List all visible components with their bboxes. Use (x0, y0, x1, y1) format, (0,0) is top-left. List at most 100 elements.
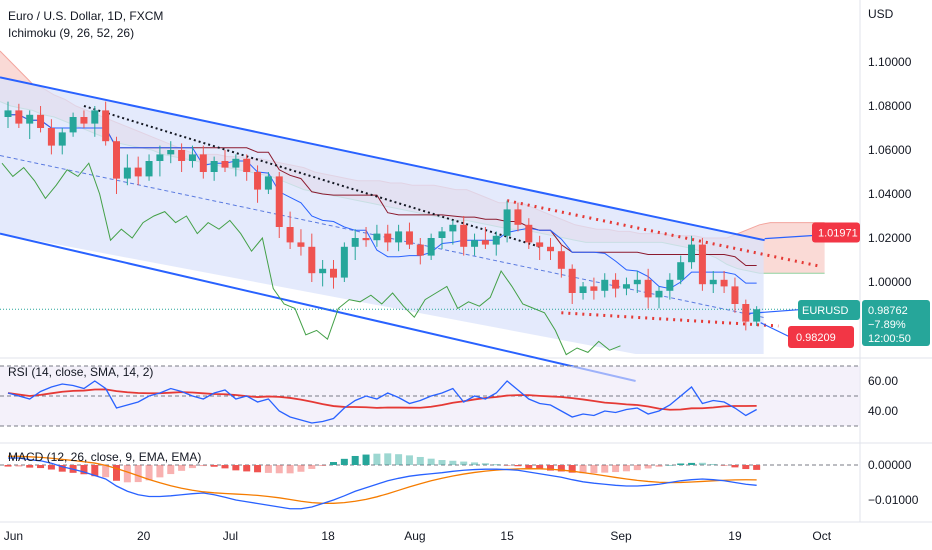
candle-body (243, 158, 251, 172)
candle-body (351, 238, 359, 247)
macd-histogram-bar (514, 465, 522, 467)
rsi-tick-label: 60.00 (868, 374, 898, 388)
time-tick-label: 18 (321, 529, 335, 543)
last-price-text: 0.98762 (868, 305, 908, 317)
macd-histogram-bar (340, 458, 348, 465)
candle-body (536, 242, 544, 247)
candle-body (80, 117, 88, 124)
candle-body (416, 244, 424, 256)
candle-body (514, 209, 522, 225)
candle-body (102, 110, 110, 142)
candle-body (644, 279, 652, 298)
macd-histogram-bar (405, 455, 413, 465)
candle-body (481, 240, 489, 245)
candle-body (58, 132, 66, 146)
symbol-tag-text: EURUSD (802, 305, 849, 317)
macd-histogram-bar (449, 460, 457, 465)
candle-body (427, 238, 435, 256)
candle-body (547, 246, 554, 252)
regression-channel[interactable] (0, 76, 765, 382)
time-tick-label: Jul (223, 529, 238, 543)
red-dotted-support[interactable] (561, 311, 779, 328)
chart-title[interactable]: Euro / U.S. Dollar, 1D, FXCM (8, 9, 163, 23)
macd-histogram-bar (612, 465, 620, 473)
change-percent-text: −7.89% (868, 319, 906, 331)
price-tags: 1.01971 EURUSD 0.98762 −7.89% 12:00:50 0.9820… (788, 222, 930, 348)
macd-histogram-bar (590, 465, 598, 474)
candle-body (308, 246, 316, 274)
price-tick-label: 1.02000 (868, 231, 912, 245)
candle-body (254, 172, 262, 190)
macd-histogram-bar (525, 465, 533, 468)
macd-histogram-bar (167, 465, 175, 475)
rsi-legend[interactable]: RSI (14, close, SMA, 14, 2) (8, 365, 153, 379)
bar-countdown-text: 12:00:50 (868, 333, 911, 345)
macd-histogram-bar (210, 465, 218, 467)
macd-histogram-bar (330, 462, 337, 465)
candle-body (525, 224, 533, 243)
candle-body (557, 251, 565, 269)
macd-histogram-bar (427, 458, 435, 465)
macd-histogram-bar (579, 465, 587, 474)
candle-body (633, 279, 641, 285)
red-dotted-resistance[interactable] (506, 199, 823, 269)
lower-price-tag (788, 326, 854, 348)
candle-body (742, 304, 750, 322)
macd-histogram-bar (58, 465, 66, 472)
time-tick-label: Jun (4, 529, 23, 543)
channel-lower-line[interactable] (0, 232, 636, 382)
macd-histogram-bar (438, 460, 446, 465)
time-axis[interactable]: Jun 20 Jul 18 Aug 15 Sep 19 Oct (4, 529, 832, 543)
candle-body (492, 235, 500, 245)
candle-body (69, 117, 77, 133)
currency-label: USD (868, 7, 894, 21)
candle-body (330, 268, 337, 278)
macd-tick-label: 0.00000 (868, 458, 912, 472)
time-tick-label: Oct (812, 529, 831, 543)
candle-body (319, 268, 327, 274)
channel-upper-line[interactable] (0, 76, 765, 242)
macd-histogram-bar (362, 454, 370, 465)
macd-histogram-bar (633, 465, 641, 471)
ichimoku-lines (1, 114, 757, 356)
last-price-tag (862, 300, 930, 346)
macd-histogram-bar (178, 465, 186, 471)
candle-body (15, 110, 23, 124)
macd-histogram-bar (47, 465, 55, 470)
price-tick-label: 1.00000 (868, 275, 912, 289)
candle-body (188, 154, 196, 161)
candle-body (471, 240, 479, 247)
macd-histogram-bar (622, 465, 630, 472)
candle-body (460, 224, 468, 247)
candle-body (384, 233, 392, 243)
lower-tag-connector[interactable] (760, 322, 791, 338)
macd-histogram-bar (156, 465, 164, 478)
candle-body (113, 141, 120, 179)
candle-body (37, 114, 45, 128)
macd-histogram-bar (709, 463, 717, 465)
macd-histogram-bar (275, 465, 283, 474)
macd-histogram-bar (373, 453, 381, 465)
candle-body (297, 242, 305, 247)
macd-histogram-bar (753, 465, 761, 470)
rsi-panel: 60.00 40.00 (0, 365, 898, 427)
macd-histogram-bar (91, 465, 99, 477)
upper-price-tag (812, 222, 860, 243)
time-tick-label: 20 (137, 529, 151, 543)
macd-histogram-bar (113, 465, 120, 481)
ichimoku-legend[interactable]: Ichimoku (9, 26, 52, 26) (8, 26, 134, 40)
macd-legend[interactable]: MACD (12, 26, close, 9, EMA, EMA) (8, 450, 201, 464)
time-tick-label: Aug (404, 529, 425, 543)
macd-histogram-bar (536, 465, 544, 470)
price-axis[interactable]: 1.10000 1.08000 1.06000 1.04000 1.02000 1.000… (868, 55, 912, 289)
candle-body (145, 161, 153, 177)
candle-body (232, 158, 240, 168)
candle-body (362, 238, 370, 241)
macd-line (8, 457, 757, 510)
candle-body (753, 309, 761, 322)
macd-histogram-bar (297, 465, 305, 472)
macd-histogram-bar (351, 455, 359, 465)
macd-histogram-bar (188, 465, 196, 469)
macd-histogram-bar (471, 462, 479, 465)
